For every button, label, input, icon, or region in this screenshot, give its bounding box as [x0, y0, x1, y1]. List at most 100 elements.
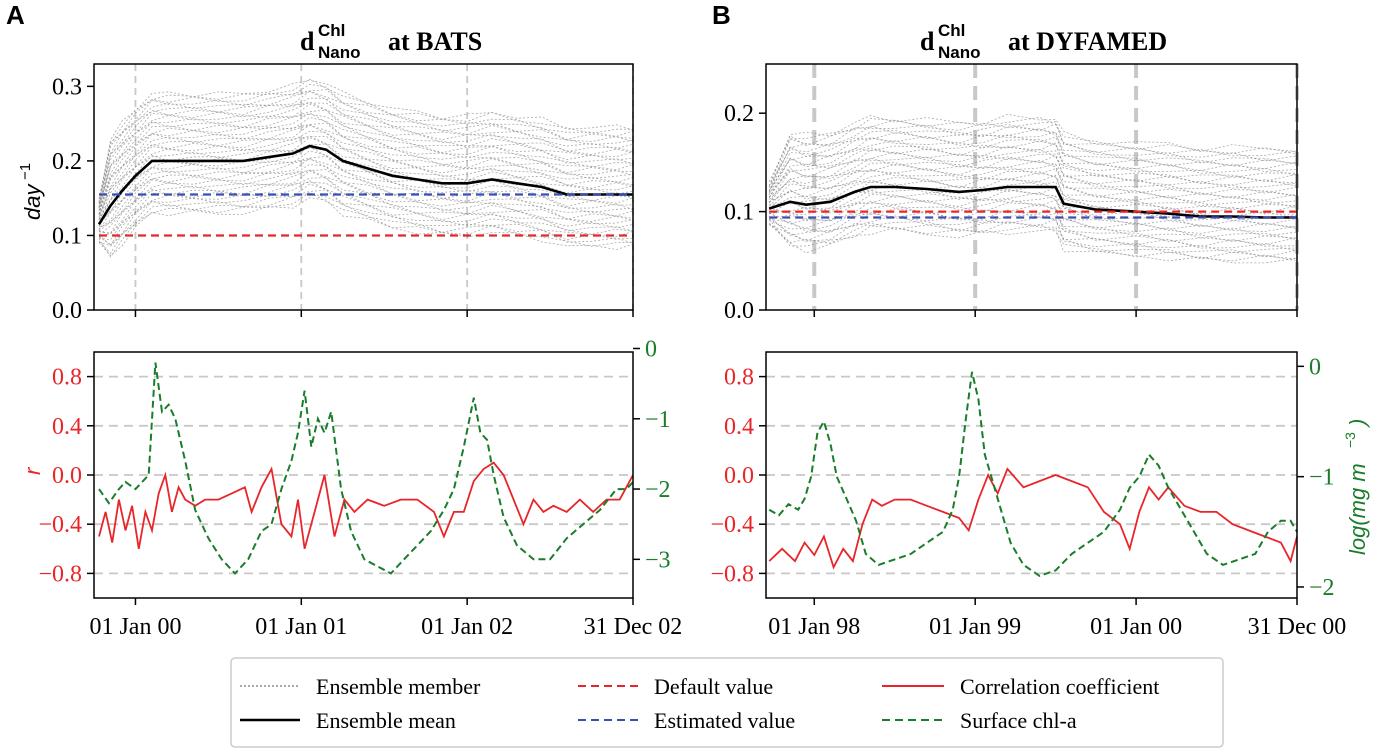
ensemble-member-line: [768, 215, 1298, 254]
ensemble-mean-line: [768, 185, 1297, 219]
y2tick-label: 0: [645, 336, 657, 362]
legend-frame: [230, 657, 1224, 748]
ensemble-member-line: [769, 209, 1298, 248]
log-label-text: log(mg m: [1345, 463, 1370, 555]
title-a-sub: Nano: [318, 43, 361, 62]
ensemble-mean-line: [97, 144, 633, 225]
ensemble-member-line: [768, 151, 1298, 198]
ensemble-member-line: [769, 218, 1298, 258]
ytick-label: 0.4: [52, 414, 82, 440]
y2tick-label: −2: [645, 477, 671, 503]
ensemble-member-line: [768, 137, 1298, 191]
y2tick-label: −2: [1309, 575, 1335, 601]
y2tick-label: −1: [645, 407, 671, 433]
correlation-line: [768, 467, 1298, 570]
ensemble-member-line: [98, 181, 634, 241]
ensemble-member-line: [98, 101, 634, 208]
ensemble-member-line: [768, 142, 1298, 199]
ensemble-member-line: [769, 168, 1298, 209]
top-ylabel: day −1: [17, 163, 45, 220]
ensemble-member-line: [768, 119, 1298, 187]
ensemble-member-line: [768, 145, 1298, 198]
ensemble-member-line: [98, 83, 634, 203]
ytick-label: 0.0: [724, 298, 754, 324]
ensemble-member-line: [98, 197, 634, 257]
title-a-tail: at BATS: [388, 27, 482, 56]
legend-label-estimated: Estimated value: [654, 708, 795, 733]
ensemble-member-line: [98, 146, 634, 224]
xtick-label: 01 Jan 00: [89, 614, 181, 640]
y2tick-label: −1: [1309, 465, 1335, 491]
ensemble-member-line: [768, 128, 1298, 187]
title-a-sup: Chl: [318, 21, 345, 40]
ensemble-member-line: [98, 109, 634, 214]
ensemble-member-line: [98, 124, 634, 216]
ensemble-member-line: [769, 192, 1298, 230]
plot-frame: [765, 63, 1298, 311]
title-b-sup: Chl: [938, 21, 965, 40]
title-b: d Chl Nano at DYFAMED: [920, 21, 1167, 62]
legend-label-corr: Correlation coefficient: [960, 674, 1159, 699]
ensemble-member-line: [98, 143, 634, 226]
legend-label-mean: Ensemble mean: [316, 708, 456, 733]
ensemble-member-line: [98, 102, 634, 211]
ensemble-member-line: [98, 79, 634, 202]
ytick-label: 0.0: [724, 463, 754, 489]
ytick-label: −0.8: [38, 561, 82, 587]
ytick-label: 0.1: [52, 223, 82, 249]
ensemble-member-line: [768, 218, 1298, 262]
ensemble-member-line: [768, 125, 1298, 189]
ensemble-member-line: [769, 198, 1298, 237]
ensemble-member-line: [98, 183, 634, 246]
ytick-label: 0.0: [52, 463, 82, 489]
ensemble-member-line: [98, 117, 634, 215]
ensemble-member-line: [98, 78, 633, 199]
xtick-label: 01 Jan 00: [1090, 614, 1182, 640]
correlation-line: [98, 461, 634, 550]
ensemble-member-line: [98, 180, 634, 247]
ensemble-member-line: [98, 135, 634, 223]
legend-label-chl: Surface chl-a: [960, 708, 1077, 733]
ytick-label: 0.3: [52, 74, 82, 100]
ensemble-member-line: [768, 131, 1298, 193]
ensemble-member-line: [768, 223, 1298, 264]
xtick-label: 01 Jan 02: [421, 614, 513, 640]
ensemble-member-line: [98, 158, 634, 230]
ytick-label: 0.2: [724, 101, 754, 127]
ensemble-member-line: [98, 192, 634, 254]
plot-a-bottom: −0.8 −0.4 0.0 0.4 0.8 −3 −2 −1 0 01 Jan 00 01 Jan …: [38, 336, 682, 640]
plot-b-top: 0.0 0.1 0.2: [724, 63, 1299, 324]
ensemble-member-line: [98, 97, 634, 209]
ensemble-member-line: [98, 177, 634, 238]
surface-chl-line: [768, 371, 1298, 578]
ensemble-member-line: [98, 90, 634, 205]
bottom-left-ylabel: r: [20, 466, 45, 475]
title-a-main: d: [300, 27, 315, 56]
ensemble-member-line: [768, 134, 1298, 196]
title-b-tail: at DYFAMED: [1008, 27, 1167, 56]
ensemble-member-line: [98, 158, 634, 228]
ytick-label: 0.2: [52, 149, 82, 175]
xtick-label: 01 Jan 99: [929, 614, 1021, 640]
ytick-label: 0.1: [724, 200, 754, 226]
ensemble-member-line: [98, 169, 634, 234]
ensemble-member-line: [98, 164, 634, 232]
ensemble-member-line: [769, 177, 1298, 216]
y2tick-label: −3: [645, 547, 671, 573]
title-a: d Chl Nano at BATS: [300, 21, 482, 62]
panel-letter-b: B: [712, 0, 731, 30]
bottom-right-ylabel: log(mg m −3 ): [1342, 419, 1370, 555]
legend-label-default: Default value: [654, 674, 773, 699]
legend: Ensemble member Ensemble mean Default va…: [230, 657, 1224, 748]
ytick-label: −0.4: [38, 512, 82, 538]
ytick-label: −0.8: [710, 561, 754, 587]
surface-chl-line: [98, 362, 634, 575]
xtick-label: 01 Jan 98: [768, 614, 860, 640]
ytick-label: −0.4: [710, 512, 754, 538]
legend-label-member: Ensemble member: [316, 674, 481, 699]
log-label-exp: −3: [1342, 432, 1358, 448]
ensemble-member-line: [98, 113, 634, 215]
xtick-label: 01 Jan 01: [255, 614, 347, 640]
r-label: r: [20, 466, 45, 475]
